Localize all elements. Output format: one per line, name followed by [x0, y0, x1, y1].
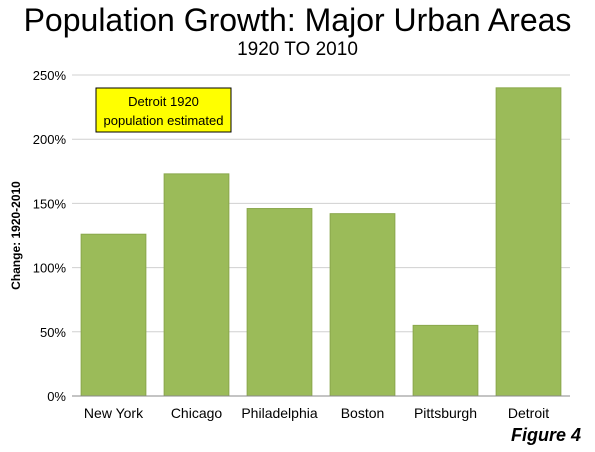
chart-title: Population Growth: Major Urban Areas [23, 2, 572, 38]
x-tick-label: Boston [341, 405, 385, 421]
y-tick-label: 250% [33, 68, 67, 83]
x-tick-label: Philadelphia [241, 405, 317, 421]
chart-subtitle: 1920 TO 2010 [237, 39, 358, 60]
x-tick-label: Pittsburgh [414, 405, 477, 421]
y-axis-label: Change: 1920-2010 [9, 181, 23, 290]
annotation-box: Detroit 1920 population estimated [95, 87, 232, 133]
grid-lines [72, 74, 570, 333]
bar-chicago [163, 173, 230, 397]
y-tick-label: 150% [33, 196, 67, 211]
y-tick-label: 100% [33, 261, 67, 276]
y-tick-label: 0% [47, 389, 66, 404]
bar-detroit [495, 87, 562, 397]
bars [80, 87, 562, 397]
bar-new-york [80, 233, 147, 397]
x-tick-labels: New York Chicago Philadelphia Boston Pittsbu… [84, 405, 549, 421]
y-tick-label: 50% [40, 325, 66, 340]
figure-label: Figure 4 [510, 425, 581, 445]
x-tick-label: Detroit [508, 405, 549, 421]
bar-pittsburgh [412, 324, 479, 397]
bar-boston [329, 213, 396, 397]
bar-philadelphia [246, 208, 313, 397]
x-tick-label: New York [84, 405, 144, 421]
annotation-rect [95, 87, 232, 133]
annotation-line-2: population estimated [104, 113, 224, 128]
annotation-line-1: Detroit 1920 [128, 94, 199, 109]
x-tick-label: Chicago [171, 405, 223, 421]
y-tick-labels: 0% 50% 100% 150% 200% 250% [33, 68, 67, 404]
y-tick-label: 200% [33, 132, 67, 147]
